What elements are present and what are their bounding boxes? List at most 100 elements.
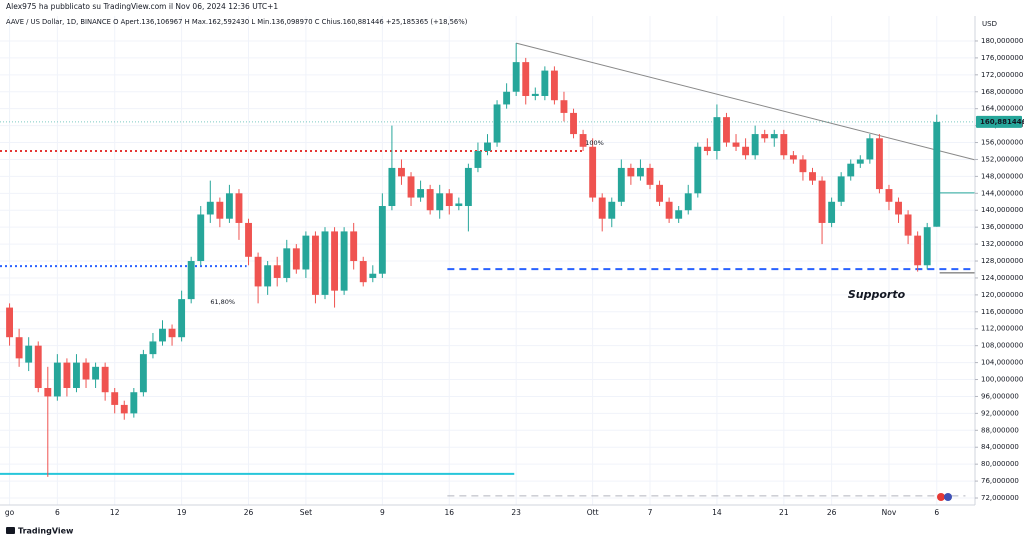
candle-body [25,345,33,363]
candle-body [168,328,176,338]
candle-body [656,184,663,202]
candle-body [799,159,807,173]
candle-body [694,146,702,194]
candle-body [187,261,195,300]
candle-body [789,155,797,160]
candle-body [312,235,319,295]
candle-body [130,392,138,414]
candle-body [6,307,13,338]
x-tick-label: 14 [712,508,722,517]
candle-body [398,167,405,177]
candle-body [302,235,310,270]
y-tick-label: 104,000000 [981,359,1023,367]
candle-body [522,62,530,96]
candle-body [321,231,329,295]
candle-body [92,366,100,380]
x-tick-label: Set [300,508,312,517]
x-tick-label: Nov [882,508,897,517]
y-tick-label: 72,000000 [981,494,1019,502]
candle-body [359,261,367,283]
candle-body [598,197,606,219]
y-tick-label: 88,000000 [981,426,1019,434]
flag-icon [944,493,952,501]
y-tick-label: 80,000000 [981,460,1019,468]
candle-body [828,201,836,223]
candle-body [369,273,377,278]
event-flags [937,493,952,501]
candle-body [914,235,922,266]
candle-body [933,121,941,227]
candle-body [713,117,721,151]
candle-body [503,91,511,105]
candle-body [388,167,396,207]
candle-body [550,70,558,101]
tradingview-logo: TradingView [6,527,74,536]
currency-label: USD [982,20,997,28]
y-tick-label: 156,000000 [981,139,1023,147]
x-tick-label: 12 [110,508,120,517]
candle-body [684,193,692,211]
candle-body [474,150,482,168]
y-tick-label: 96,000000 [981,392,1019,400]
candle-body [101,366,109,393]
candle-body [34,345,42,388]
x-tick-label: 16 [444,508,454,517]
candle-body [904,214,912,236]
y-tick-label: 180,000000 [981,37,1023,45]
y-tick-label: 108,000000 [981,342,1023,350]
candle-body [82,362,90,380]
candle-body [923,227,931,266]
y-tick-label: 100,000000 [981,376,1023,384]
x-tick-label: Ott [587,508,599,517]
x-tick-label: 23 [511,508,521,517]
y-tick-label: 148,000000 [981,172,1023,180]
y-tick-label: 152,000000 [981,155,1023,163]
y-tick-label: 176,000000 [981,54,1023,62]
candle-body [340,231,348,291]
candle-body [531,93,539,96]
candle-body [761,134,769,139]
y-tick-label: 112,000000 [981,325,1023,333]
candle-body [426,189,434,211]
candle-body [895,201,902,215]
candle-body [407,176,415,198]
candle-body [837,176,845,202]
axes: 180,000000 176,000000 172,000000 168,000000… [5,37,1024,517]
candle-body [44,387,52,397]
y-tick-label: 128,000000 [981,257,1023,265]
candle-body [15,337,23,359]
x-tick-label: 26 [827,508,837,517]
candle-body [617,167,625,202]
y-tick-label: 124,000000 [981,274,1023,282]
candle-body [665,201,673,219]
candle-body [770,134,778,139]
candle-body [292,248,300,270]
candle-body [856,159,864,164]
x-tick-label: 7 [648,508,653,517]
candle-body [455,203,463,207]
candle-body [484,142,491,151]
y-tick-label: 136,000000 [981,223,1023,231]
y-tick-label: 164,000000 [981,105,1023,113]
candle-body [216,201,224,219]
candle-body [732,142,740,147]
candle-body [350,231,358,262]
flag-icon [937,493,945,501]
candle-body [378,206,386,274]
drawing-line [516,42,976,161]
candle-body [866,138,874,160]
candle-body [818,180,826,223]
candle-body [570,112,577,135]
candle-body [235,193,243,223]
x-tick-label: 6 [934,508,939,517]
y-tick-label: 168,000000 [981,88,1023,96]
candle-body [560,100,568,113]
y-tick-label: 76,000000 [981,477,1019,485]
candle-body [149,341,157,355]
candle-body [703,146,711,151]
footer-brand: TradingView [18,527,74,536]
candle-body [464,167,472,207]
candle-body [608,201,616,219]
y-tick-label: 120,000000 [981,291,1023,299]
